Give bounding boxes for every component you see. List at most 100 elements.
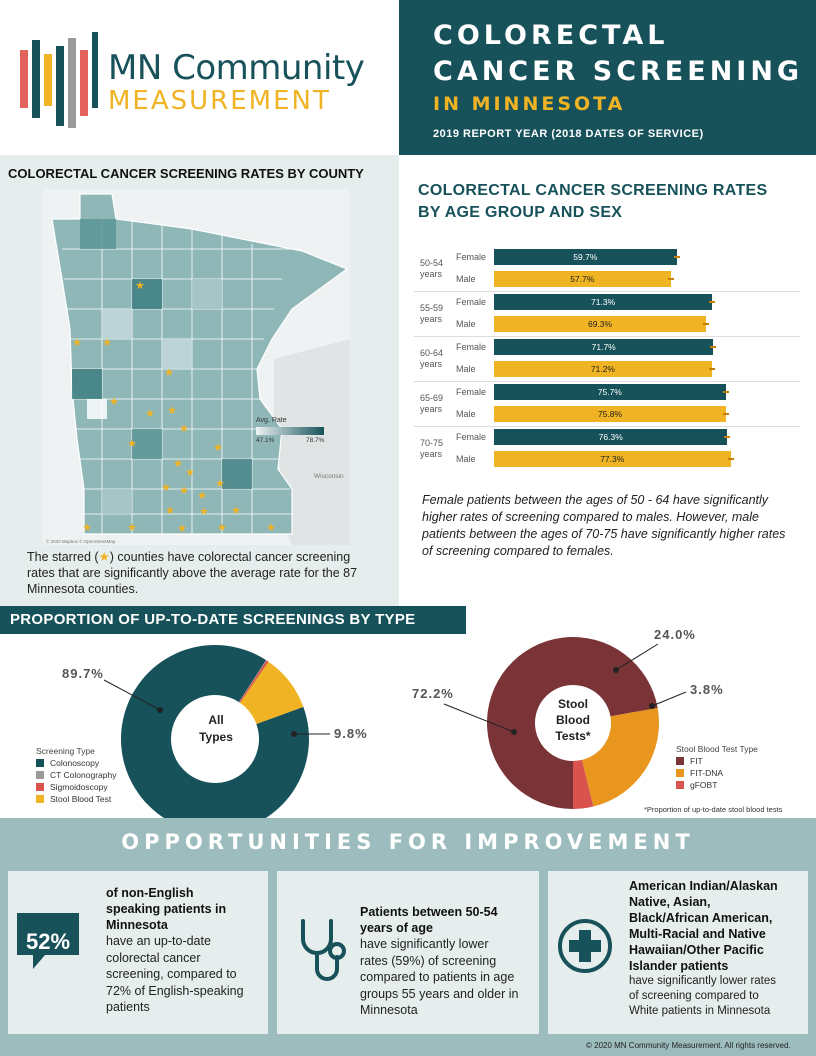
age-group-label: 65-69 years [420, 393, 444, 414]
donut2-legend: FIT FIT-DNA gFOBT [676, 756, 723, 792]
bar-male [494, 451, 731, 467]
card1-badge: 52% [25, 929, 71, 954]
svg-text:★: ★ [102, 336, 112, 349]
bar-female [494, 294, 713, 310]
svg-text:★: ★ [145, 407, 155, 420]
donut2-label-gfobt: 3.8% [690, 682, 724, 697]
age-group-divider [414, 381, 800, 382]
legend-swatch [36, 795, 44, 803]
svg-text:★: ★ [179, 422, 189, 435]
legend-item: CT Colonography [36, 770, 116, 780]
header-band: COLORECTAL CANCER SCREENING IN MINNESOTA… [399, 0, 816, 155]
donut2-label-fitdna: 24.0% [654, 627, 696, 642]
bar-value-label: 69.3% [587, 319, 613, 329]
sex-label: Female [456, 342, 487, 352]
donut-slice-sigmoidoscopy [239, 660, 269, 703]
svg-text:★: ★ [215, 477, 225, 490]
error-bar [703, 323, 710, 325]
bar-female [494, 429, 728, 445]
error-bar [673, 256, 680, 258]
legend-label: FIT-DNA [690, 768, 724, 778]
donut2-center-label: Stool Blood Tests* [555, 697, 591, 743]
svg-text:★: ★ [179, 484, 189, 497]
sex-label: Male [456, 454, 476, 464]
svg-text:★: ★ [231, 504, 241, 517]
svg-text:★: ★ [173, 457, 183, 470]
sex-label: Female [456, 387, 487, 397]
svg-text:★: ★ [127, 521, 137, 534]
map-credit: © 2020 Mapbox © OpenStreetMap [46, 539, 116, 544]
age-chart-title-line2: BY AGE GROUP AND SEX [418, 204, 623, 221]
bar-value-label: 76.3% [598, 432, 623, 442]
legend-item: gFOBT [676, 780, 723, 790]
svg-text:★: ★ [199, 505, 209, 518]
header-report-year: 2019 REPORT YEAR (2018 DATES OF SERVICE) [433, 128, 704, 140]
card2-text: Patients between 50-54 years of age have… [360, 905, 519, 1017]
legend-swatch [676, 757, 684, 765]
age-group-divider [414, 426, 800, 427]
header-title-line1: COLORECTAL [433, 20, 669, 51]
card1-text: of non-English speaking patients in Minn… [106, 886, 244, 1014]
sex-label: Male [456, 319, 476, 329]
error-bar [708, 368, 715, 370]
donut1-legend: Colonoscopy CT Colonography Sigmoidoscopy S… [36, 758, 116, 806]
legend-item: Colonoscopy [36, 758, 116, 768]
map-note: The starred (★) counties have colorectal… [27, 550, 358, 596]
donut2-leader-gfobt [649, 691, 687, 709]
bar-value-label: 71.3% [591, 297, 616, 307]
age-group-label: 50-54 years [420, 258, 444, 279]
donut-slice-ct-colonography [238, 660, 267, 703]
opportunity-card-1: 52% of non-English speaking patients in … [8, 871, 268, 1034]
svg-text:★: ★ [177, 522, 187, 535]
donut1-center-label: All Types [199, 713, 233, 744]
svg-text:★: ★ [266, 521, 276, 534]
error-bar [727, 458, 734, 460]
error-bar [724, 436, 731, 438]
age-chart: 50-54 years Female 59.7% Male 57.7% 55-59 yea… [414, 246, 802, 472]
age-chart-title-line1: COLORECTAL CANCER SCREENING RATES [418, 182, 768, 199]
logo-bars-icon [20, 32, 98, 128]
logo-line1: MN Community [108, 48, 365, 88]
legend-item: Sigmoidoscopy [36, 782, 116, 792]
error-bar [722, 413, 729, 415]
bar-female [494, 249, 677, 265]
svg-text:★: ★ [185, 466, 195, 479]
bar-male [494, 271, 671, 287]
legend-label: Sigmoidoscopy [50, 782, 108, 792]
svg-text:★: ★ [72, 336, 82, 349]
error-bar [667, 278, 674, 280]
svg-text:★: ★ [165, 504, 175, 517]
bar-male [494, 361, 712, 377]
sex-label: Female [456, 432, 487, 442]
donut2-label-fit: 72.2% [412, 686, 454, 701]
svg-text:★: ★ [161, 481, 171, 494]
legend-swatch [36, 759, 44, 767]
bar-female [494, 384, 726, 400]
legend-label: FIT [690, 756, 703, 766]
map-panel-title: COLORECTAL CANCER SCREENING RATES BY COU… [8, 166, 364, 181]
bar-value-label: 75.8% [597, 409, 623, 419]
map-legend-max: 78.7% [306, 437, 325, 444]
error-bar [709, 301, 716, 303]
stethoscope-icon [301, 919, 346, 981]
bar-male [494, 316, 707, 332]
donut-stool-blood-tests [487, 637, 659, 809]
proportion-title: PROPORTION OF UP-TO-DATE SCREENINGS BY T… [10, 611, 416, 628]
sex-label: Female [456, 252, 487, 262]
donut-slice-fit-dna [581, 707, 659, 807]
map-legend-title: Avg. Rate [256, 417, 287, 424]
opportunity-card-2: Patients between 50-54 years of age have… [277, 871, 539, 1034]
svg-text:★: ★ [197, 489, 207, 502]
svg-text:★: ★ [127, 437, 137, 450]
donut-slice-stool-blood-test [240, 661, 304, 724]
bar-female [494, 339, 714, 355]
sex-label: Male [456, 409, 476, 419]
donut1-label-stool: 9.8% [334, 726, 368, 741]
svg-text:★: ★ [217, 521, 227, 534]
svg-text:★: ★ [135, 279, 145, 292]
bar-value-label: 57.7% [570, 274, 595, 284]
bar-value-label: 71.7% [591, 342, 616, 352]
legend-item: Stool Blood Test [36, 794, 116, 804]
bar-value-label: 59.7% [573, 252, 598, 262]
sex-label: Female [456, 297, 487, 307]
